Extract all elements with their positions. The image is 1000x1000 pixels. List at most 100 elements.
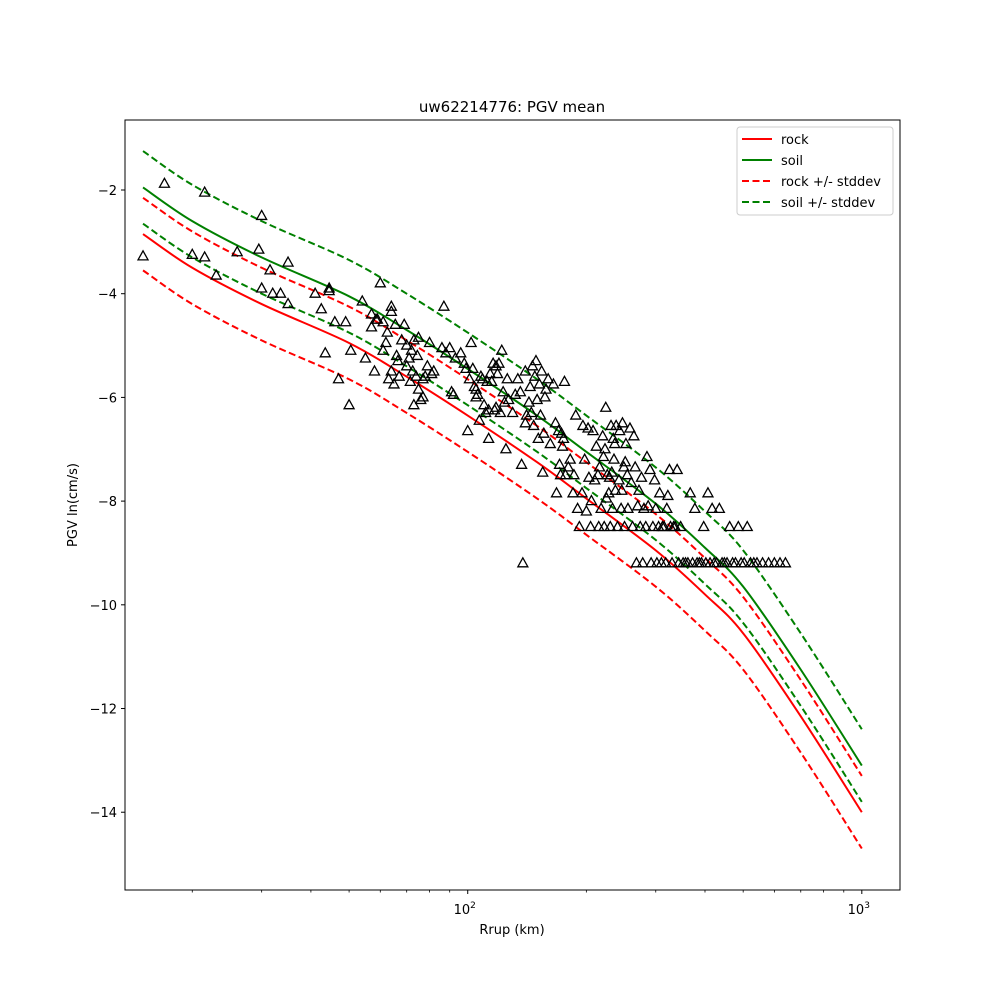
- data-point-122: [527, 419, 540, 431]
- legend-label-rock-stddev: rock +/- stddev: [781, 175, 881, 190]
- data-point-15: [309, 286, 322, 298]
- data-point-105: [498, 395, 511, 407]
- data-point-117: [520, 408, 533, 420]
- data-point-196: [619, 437, 633, 449]
- data-point-123: [528, 369, 541, 381]
- data-point-146: [559, 468, 572, 480]
- data-point-208: [635, 470, 648, 482]
- data-point-55: [407, 398, 420, 410]
- data-point-259: [732, 520, 745, 532]
- data-point-21: [332, 372, 345, 384]
- data-point-227: [661, 489, 674, 501]
- data-point-121: [526, 359, 539, 371]
- data-point-191: [615, 483, 628, 495]
- data-point-261: [738, 556, 751, 568]
- data-point-98: [489, 359, 503, 371]
- data-point-178: [604, 520, 617, 532]
- data-point-44: [391, 354, 405, 366]
- data-point-42: [389, 317, 402, 329]
- data-point-78: [461, 424, 474, 436]
- data-point-201: [626, 520, 639, 532]
- data-point-138: [550, 486, 563, 498]
- legend-box: [736, 126, 894, 216]
- data-point-150: [567, 468, 581, 480]
- data-point-48: [400, 359, 413, 371]
- data-point-114: [516, 556, 529, 568]
- data-point-46: [395, 333, 408, 345]
- data-point-160: [584, 520, 597, 532]
- data-point-60: [414, 393, 427, 405]
- rock-line: [142, 233, 863, 813]
- data-point-54: [407, 333, 420, 345]
- data-point-267: [762, 556, 775, 568]
- y-tick-label-2: −6: [98, 391, 117, 406]
- plot-area: [136, 150, 863, 850]
- data-point-108: [502, 393, 515, 405]
- data-point-209: [636, 556, 649, 568]
- data-point-181: [606, 502, 619, 514]
- data-point-200: [625, 476, 638, 488]
- data-point-36: [381, 325, 394, 337]
- data-point-203: [629, 460, 642, 472]
- data-point-14: [281, 255, 295, 267]
- data-point-75: [454, 346, 467, 358]
- data-point-241: [688, 502, 701, 514]
- axes-frame: [124, 119, 901, 891]
- data-point-27: [365, 320, 378, 332]
- data-point-80: [465, 336, 478, 348]
- data-point-161: [585, 494, 598, 506]
- data-point-77: [459, 362, 473, 374]
- data-point-183: [607, 452, 621, 464]
- data-point-235: [674, 520, 687, 532]
- data-point-17: [319, 346, 332, 358]
- data-point-239: [684, 486, 697, 498]
- data-point-202: [627, 429, 640, 441]
- data-point-95: [485, 375, 498, 387]
- data-point-111: [511, 372, 524, 384]
- data-point-188: [612, 473, 626, 485]
- data-point-175: [601, 468, 614, 480]
- data-point-184: [608, 437, 621, 449]
- data-point-16: [315, 302, 328, 314]
- data-point-226: [660, 502, 673, 514]
- data-point-5: [210, 268, 223, 280]
- data-point-133: [539, 382, 553, 394]
- data-point-249: [706, 502, 719, 514]
- data-point-205: [631, 499, 644, 511]
- data-point-19: [323, 281, 336, 293]
- data-point-247: [701, 486, 715, 498]
- data-point-103: [495, 343, 508, 355]
- data-point-68: [435, 341, 449, 353]
- data-point-6: [231, 245, 244, 257]
- data-point-197: [621, 468, 634, 480]
- data-point-270: [779, 556, 792, 568]
- data-point-218: [649, 502, 662, 514]
- data-point-153: [573, 520, 586, 532]
- data-point-85: [471, 387, 484, 399]
- data-point-100: [491, 367, 504, 379]
- data-point-185: [609, 483, 622, 495]
- data-point-217: [648, 473, 661, 485]
- data-point-99: [489, 400, 503, 412]
- data-point-118: [522, 395, 536, 407]
- data-point-173: [599, 400, 612, 412]
- data-point-131: [537, 426, 550, 438]
- data-point-13: [281, 297, 295, 309]
- data-point-56: [410, 369, 423, 381]
- data-point-64: [421, 359, 434, 371]
- data-point-47: [398, 317, 411, 329]
- data-point-198: [621, 502, 635, 514]
- data-point-57: [411, 349, 424, 361]
- data-point-130: [536, 465, 549, 477]
- data-point-4: [198, 250, 211, 262]
- data-point-102: [494, 406, 507, 418]
- data-point-59: [412, 330, 425, 342]
- y-axis-label: PGV ln(cm/s): [66, 463, 81, 547]
- data-point-204: [630, 556, 643, 568]
- data-point-156: [578, 452, 591, 464]
- data-point-127: [533, 377, 546, 389]
- data-point-89: [477, 398, 491, 410]
- data-point-228: [663, 463, 676, 475]
- data-point-162: [586, 424, 600, 436]
